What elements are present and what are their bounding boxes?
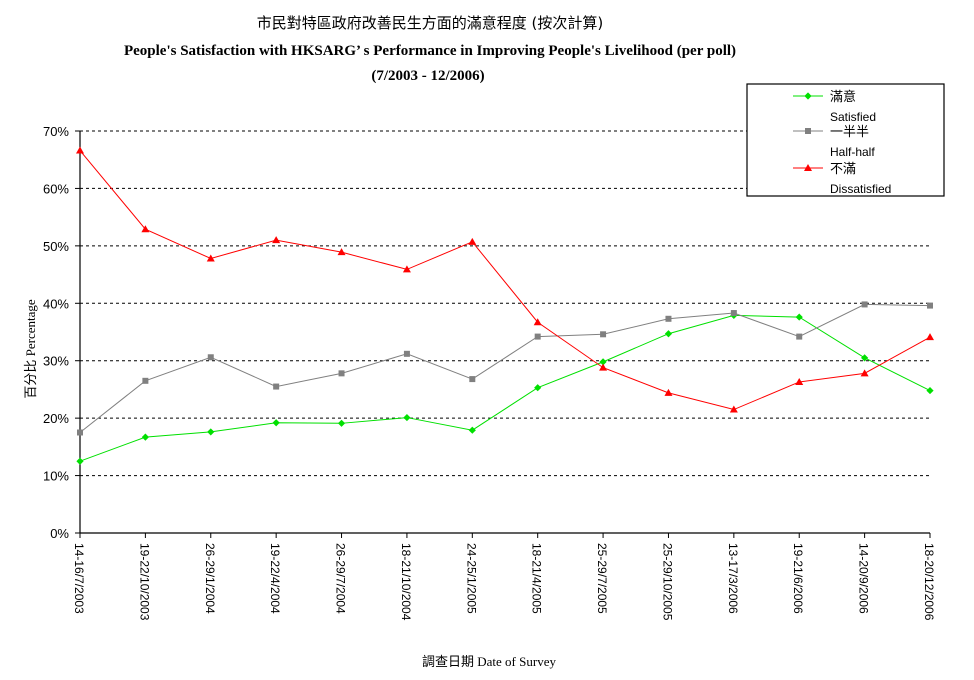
data-point-satisfied bbox=[207, 428, 215, 436]
data-point-satisfied bbox=[534, 384, 542, 392]
data-point-dissatisfied bbox=[664, 388, 673, 396]
data-point-half-half bbox=[796, 333, 803, 340]
legend-marker bbox=[804, 164, 812, 171]
x-tick-label: 26-29/7/2004 bbox=[334, 543, 348, 614]
y-tick-label: 20% bbox=[43, 411, 69, 426]
x-tick-label: 19-21/6/2006 bbox=[791, 543, 805, 614]
data-point-dissatisfied bbox=[468, 237, 477, 245]
y-tick-label: 10% bbox=[43, 469, 69, 484]
legend-box bbox=[746, 83, 945, 197]
chart-subtitle: (7/2003 - 12/2006) bbox=[371, 68, 484, 84]
data-point-satisfied bbox=[337, 419, 346, 427]
y-axis-ticks: 0% 10% 20% 30% 40% 50% 60% 70% bbox=[43, 124, 80, 541]
x-axis-ticks: 14-16/7/2003 19-22/10/2003 26-29/1/2004 19-… bbox=[72, 533, 936, 621]
legend-label: 一半半 bbox=[830, 125, 869, 140]
x-tick-label: 18-20/12/2006 bbox=[922, 543, 936, 621]
data-point-dissatisfied bbox=[272, 236, 281, 244]
data-point-satisfied bbox=[861, 354, 869, 362]
data-point-dissatisfied bbox=[337, 248, 346, 256]
data-point-half-half bbox=[927, 302, 933, 309]
data-point-dissatisfied bbox=[926, 333, 934, 341]
legend-marker bbox=[804, 92, 812, 100]
series-line-dissatisfied bbox=[79, 150, 931, 411]
data-point-dissatisfied bbox=[860, 369, 869, 377]
data-point-satisfied bbox=[272, 419, 280, 427]
data-point-dissatisfied bbox=[599, 363, 608, 371]
y-tick-label: 60% bbox=[43, 181, 69, 196]
x-tick-label: 13-17/3/2006 bbox=[726, 543, 740, 614]
x-tick-label: 14-16/7/2003 bbox=[72, 543, 86, 614]
data-point-satisfied bbox=[926, 386, 934, 395]
data-point-dissatisfied bbox=[206, 254, 215, 262]
data-point-half-half bbox=[403, 350, 410, 357]
chart-title-zh: 市民對特區政府改善民生方面的滿意程度 (按次計算) bbox=[257, 14, 603, 32]
x-tick-label: 24-25/1/2005 bbox=[464, 543, 478, 614]
data-point-half-half bbox=[600, 331, 607, 338]
series-layer bbox=[76, 146, 934, 465]
data-point-dissatisfied bbox=[533, 318, 542, 326]
legend-label: 滿意 bbox=[830, 89, 856, 105]
axes bbox=[79, 131, 930, 534]
data-point-half-half bbox=[273, 383, 280, 390]
legend-label: 不滿 bbox=[830, 161, 856, 177]
data-point-half-half bbox=[861, 301, 868, 308]
legend-marker bbox=[805, 128, 811, 134]
data-point-dissatisfied bbox=[76, 146, 84, 154]
y-tick-label: 0% bbox=[50, 526, 69, 541]
data-point-half-half bbox=[665, 315, 672, 322]
x-axis-label: 調查日期 Date of Survey bbox=[422, 654, 556, 669]
x-tick-label: 25-29/10/2005 bbox=[660, 543, 674, 621]
data-point-satisfied bbox=[141, 433, 149, 441]
data-point-half-half bbox=[534, 333, 541, 340]
chart-title-en: People's Satisfaction with HKSARG’ s Per… bbox=[124, 43, 736, 59]
y-axis-label: 百分比 Percentage bbox=[23, 299, 38, 399]
series-line-satisfied bbox=[79, 314, 931, 462]
series-line-half-half bbox=[79, 303, 931, 433]
data-point-dissatisfied bbox=[795, 377, 804, 385]
legend-label-en: Half-half bbox=[830, 145, 875, 159]
data-point-half-half bbox=[730, 310, 737, 317]
data-point-dissatisfied bbox=[402, 265, 411, 273]
data-point-half-half bbox=[338, 370, 345, 377]
x-tick-label: 25-29/7/2005 bbox=[595, 543, 609, 614]
y-tick-label: 40% bbox=[43, 296, 69, 311]
x-tick-label: 19-22/10/2003 bbox=[137, 543, 151, 621]
x-tick-label: 19-22/4/2004 bbox=[268, 543, 282, 614]
data-point-satisfied bbox=[664, 330, 673, 338]
data-point-half-half bbox=[207, 354, 214, 361]
x-tick-label: 14-20/9/2006 bbox=[857, 543, 871, 614]
data-point-satisfied bbox=[599, 358, 607, 366]
x-tick-label: 26-29/1/2004 bbox=[203, 543, 217, 614]
data-point-half-half bbox=[469, 376, 476, 383]
x-tick-label: 18-21/10/2004 bbox=[399, 543, 413, 621]
data-point-half-half bbox=[77, 429, 83, 436]
y-tick-label: 50% bbox=[43, 239, 69, 254]
data-point-dissatisfied bbox=[729, 405, 738, 413]
data-point-satisfied bbox=[403, 413, 411, 422]
data-point-dissatisfied bbox=[141, 225, 150, 233]
y-tick-label: 30% bbox=[43, 354, 69, 369]
x-tick-label: 18-21/4/2005 bbox=[530, 543, 544, 614]
legend-label-en: Dissatisfied bbox=[830, 182, 891, 196]
data-point-satisfied bbox=[468, 426, 476, 434]
y-tick-label: 70% bbox=[43, 124, 69, 139]
legend-label-en: Satisfied bbox=[830, 110, 876, 124]
data-point-half-half bbox=[142, 377, 149, 384]
data-point-satisfied bbox=[76, 457, 84, 465]
data-point-satisfied bbox=[795, 313, 803, 321]
